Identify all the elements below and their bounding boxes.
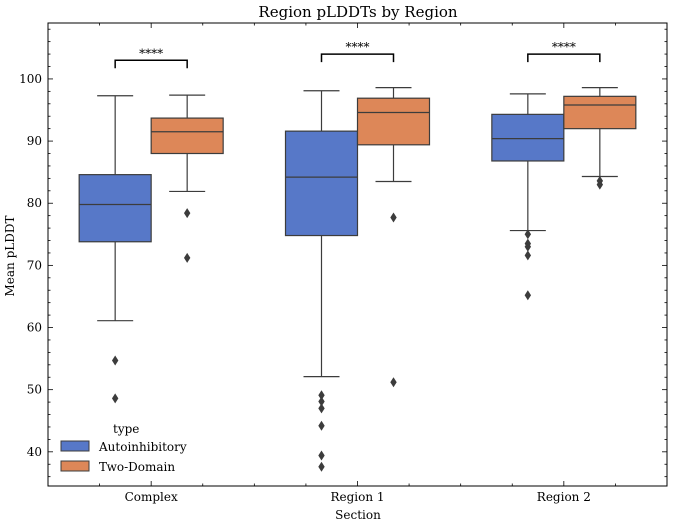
- legend-title: type: [113, 422, 139, 436]
- outlier-marker: [318, 396, 325, 407]
- plot-area: 40 50 60 70 80 90 100 Complex Region 1 Region 2 **…: [19, 22, 668, 504]
- y-tick-label: 50: [27, 383, 42, 397]
- significance-bracket: [114, 59, 188, 69]
- significance-label: ****: [346, 40, 370, 54]
- outlier-marker: [183, 208, 191, 219]
- outlier-marker: [318, 420, 325, 431]
- significance-bracket: [320, 53, 395, 63]
- outlier-marker: [111, 355, 119, 366]
- x-tick-label: Complex: [125, 490, 178, 504]
- legend-swatch-autoinhibitory: [60, 440, 90, 452]
- x-axis-label: Section: [335, 508, 381, 522]
- box: [78, 174, 152, 243]
- y-tick-label: 60: [27, 321, 42, 335]
- plot-frame: [47, 22, 668, 487]
- outlier-marker: [318, 450, 325, 461]
- legend: type Autoinhibitory Two-Domain: [60, 422, 187, 474]
- y-tick-label: 40: [27, 445, 42, 459]
- outlier-marker: [111, 393, 119, 404]
- outlier-marker: [183, 252, 191, 263]
- outlier-marker: [318, 461, 325, 472]
- legend-label-autoinhibitory: Autoinhibitory: [98, 440, 187, 454]
- outlier-marker: [524, 241, 532, 252]
- box: [150, 117, 224, 155]
- outlier-marker: [524, 229, 532, 240]
- outlier-marker: [524, 290, 532, 301]
- x-tick-label: Region 1: [330, 490, 384, 504]
- outlier-marker: [390, 212, 397, 223]
- significance-bracket: [527, 53, 601, 63]
- outlier-marker: [524, 250, 532, 261]
- chart-title: Region pLDDTs by Region: [258, 3, 457, 21]
- significance-label: ****: [139, 46, 163, 60]
- box: [563, 95, 637, 130]
- box: [491, 113, 565, 162]
- significance-label: ****: [552, 40, 576, 54]
- box: [284, 130, 359, 237]
- outlier-marker: [318, 390, 325, 401]
- outlier-marker: [596, 179, 604, 190]
- y-axis-label: Mean pLDDT: [3, 216, 17, 297]
- box: [356, 97, 431, 146]
- y-tick-label: 80: [27, 196, 42, 210]
- outlier-marker: [318, 403, 325, 414]
- x-tick-label: Region 2: [537, 490, 591, 504]
- legend-label-two-domain: Two-Domain: [99, 460, 175, 474]
- y-tick-label: 90: [27, 134, 42, 148]
- legend-swatch-two-domain: [60, 460, 90, 472]
- outlier-marker: [390, 377, 397, 388]
- y-tick-label: 70: [27, 258, 42, 272]
- y-tick-label: 100: [19, 72, 42, 86]
